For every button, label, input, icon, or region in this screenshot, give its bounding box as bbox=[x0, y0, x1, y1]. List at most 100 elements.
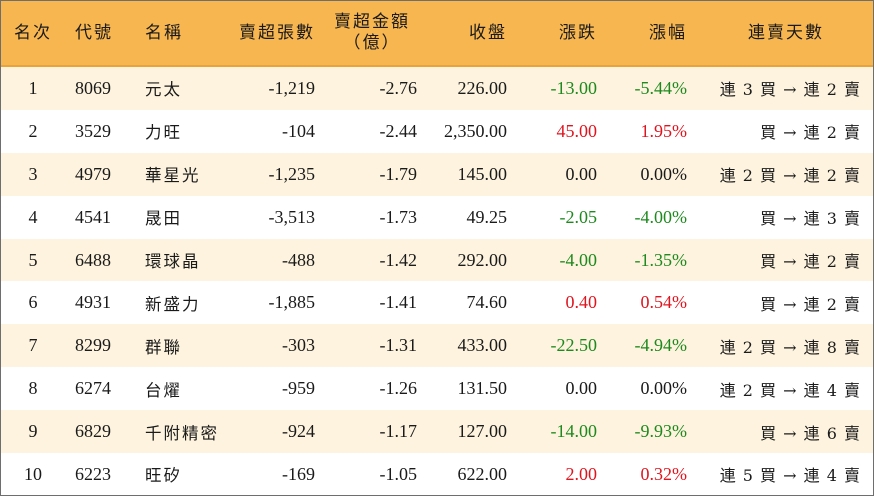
header-close: 收盤 bbox=[429, 1, 519, 66]
cell-close: 131.50 bbox=[457, 378, 508, 399]
header-rank: 名次 bbox=[1, 1, 65, 66]
header-code: 代號 bbox=[65, 1, 135, 66]
cell-streak: 買 → 連 2 賣 bbox=[760, 123, 861, 143]
cell-change-pct: -4.00% bbox=[634, 206, 688, 227]
cell-sell-amount: -1.31 bbox=[327, 324, 429, 368]
table-row: 7 8299 群聯 -303 -1.31 433.00 -22.50 -4.94% 連 2 買 … bbox=[1, 324, 873, 368]
cell-close: 74.60 bbox=[466, 292, 508, 313]
cell-sell-amount: -2.76 bbox=[327, 65, 429, 110]
header-sell-amount-line1: 賣超金額 bbox=[334, 12, 410, 32]
cell-change: -4.00 bbox=[519, 238, 609, 282]
cell-change: 0.00 bbox=[565, 378, 598, 399]
cell-streak: 連 2 買 → 連 4 賣 bbox=[719, 380, 861, 400]
cell-change: -14.00 bbox=[519, 410, 609, 454]
cell-streak: 連 5 買 → 連 4 賣 bbox=[719, 466, 861, 486]
cell-sell-amount: -1.73 bbox=[379, 206, 418, 227]
cell-sell-lots: -1,885 bbox=[268, 292, 316, 313]
cell-close: 145.00 bbox=[429, 152, 519, 196]
cell-change-pct: 0.00% bbox=[640, 378, 688, 399]
cell-close: 127.00 bbox=[429, 410, 519, 454]
cell-close: 226.00 bbox=[429, 65, 519, 110]
cell-sell-lots: -959 bbox=[282, 378, 315, 399]
table-row: 1 8069 元太 -1,219 -2.76 226.00 -13.00 -5.44% 連 3 … bbox=[1, 65, 873, 110]
cell-rank: 9 bbox=[1, 410, 65, 454]
table-row: 2 3529 力旺 -104 -2.44 2,350.00 45.00 1.95% 買 → 連 … bbox=[1, 110, 873, 153]
cell-name: 環球晶 bbox=[135, 238, 235, 282]
cell-change-pct: 0.54% bbox=[640, 292, 688, 313]
cell-sell-lots: -3,513 bbox=[268, 206, 316, 227]
cell-streak: 買 → 連 2 賣 bbox=[760, 294, 861, 314]
cell-change-pct: -9.93% bbox=[609, 410, 699, 454]
cell-code: 8299 bbox=[65, 324, 135, 368]
cell-sell-amount: -1.05 bbox=[379, 463, 418, 484]
cell-change: -13.00 bbox=[519, 65, 609, 110]
cell-rank: 6 bbox=[28, 292, 38, 313]
cell-sell-amount: -1.17 bbox=[327, 410, 429, 454]
cell-change: 0.40 bbox=[565, 292, 598, 313]
table-header: 名次 代號 名稱 賣超張數 賣超金額 （億） 收盤 漲跌 漲幅 連賣天數 bbox=[1, 1, 873, 66]
cell-code: 6829 bbox=[65, 410, 135, 454]
cell-code: 6488 bbox=[65, 238, 135, 282]
cell-sell-amount: -1.26 bbox=[379, 378, 418, 399]
cell-code: 6223 bbox=[75, 463, 111, 484]
cell-name: 華星光 bbox=[135, 152, 235, 196]
cell-change: 45.00 bbox=[556, 120, 598, 141]
cell-change: 2.00 bbox=[565, 463, 598, 484]
cell-sell-lots: -488 bbox=[235, 238, 327, 282]
cell-sell-amount: -1.41 bbox=[379, 292, 418, 313]
cell-sell-amount: -2.44 bbox=[379, 120, 418, 141]
cell-sell-amount: -1.42 bbox=[327, 238, 429, 282]
cell-sell-lots: -303 bbox=[235, 324, 327, 368]
header-row: 名次 代號 名稱 賣超張數 賣超金額 （億） 收盤 漲跌 漲幅 連賣天數 bbox=[1, 1, 873, 66]
cell-streak: 買 → 連 3 賣 bbox=[760, 209, 861, 229]
cell-name: 晟田 bbox=[145, 209, 182, 229]
cell-code: 6274 bbox=[75, 378, 111, 399]
cell-change: -2.05 bbox=[559, 206, 598, 227]
cell-change-pct: -4.94% bbox=[609, 324, 699, 368]
cell-streak: 買 → 連 6 賣 bbox=[699, 410, 873, 454]
cell-sell-lots: -1,235 bbox=[235, 152, 327, 196]
table-row: 3 4979 華星光 -1,235 -1.79 145.00 0.00 0.00% 連 2 買 … bbox=[1, 152, 873, 196]
table-row: 5 6488 環球晶 -488 -1.42 292.00 -4.00 -1.35% 買 → 連 … bbox=[1, 238, 873, 282]
table-row: 6 4931 新盛力 -1,885 -1.41 74.60 0.40 0.54% 買 → 連 2… bbox=[1, 281, 873, 324]
cell-streak: 買 → 連 2 賣 bbox=[699, 238, 873, 282]
header-sell-lots: 賣超張數 bbox=[235, 1, 327, 66]
cell-sell-amount: -1.79 bbox=[327, 152, 429, 196]
cell-sell-lots: -1,219 bbox=[235, 65, 327, 110]
header-change-pct: 漲幅 bbox=[609, 1, 699, 66]
cell-change-pct: -5.44% bbox=[609, 65, 699, 110]
cell-name: 力旺 bbox=[145, 123, 182, 143]
table-row: 10 6223 旺矽 -169 -1.05 622.00 2.00 0.32% 連 5 買 → … bbox=[1, 453, 873, 495]
cell-change: -22.50 bbox=[519, 324, 609, 368]
table-body: 1 8069 元太 -1,219 -2.76 226.00 -13.00 -5.44% 連 3 … bbox=[1, 65, 873, 495]
cell-close: 292.00 bbox=[429, 238, 519, 282]
cell-name: 元太 bbox=[135, 65, 235, 110]
cell-code: 4541 bbox=[75, 206, 111, 227]
cell-name: 千附精密 bbox=[135, 410, 235, 454]
cell-name: 台燿 bbox=[145, 380, 182, 400]
table-row: 8 6274 台燿 -959 -1.26 131.50 0.00 0.00% 連 2 買 → 連… bbox=[1, 367, 873, 410]
cell-rank: 4 bbox=[28, 206, 38, 227]
cell-change-pct: -1.35% bbox=[609, 238, 699, 282]
cell-rank: 5 bbox=[1, 238, 65, 282]
cell-change: 0.00 bbox=[519, 152, 609, 196]
cell-code: 4979 bbox=[65, 152, 135, 196]
cell-rank: 7 bbox=[1, 324, 65, 368]
cell-change-pct: 1.95% bbox=[640, 120, 688, 141]
cell-sell-lots: -169 bbox=[282, 463, 315, 484]
cell-rank: 3 bbox=[1, 152, 65, 196]
cell-close: 49.25 bbox=[466, 206, 508, 227]
cell-close: 2,350.00 bbox=[444, 120, 507, 141]
cell-code: 3529 bbox=[75, 120, 111, 141]
cell-streak: 連 2 買 → 連 2 賣 bbox=[699, 152, 873, 196]
header-sell-amount: 賣超金額 （億） bbox=[327, 1, 429, 66]
cell-streak: 連 2 買 → 連 8 賣 bbox=[699, 324, 873, 368]
cell-change-pct: 0.32% bbox=[640, 463, 688, 484]
header-change: 漲跌 bbox=[519, 1, 609, 66]
cell-sell-lots: -924 bbox=[235, 410, 327, 454]
header-sell-amount-unit: （億） bbox=[343, 33, 401, 53]
cell-rank: 2 bbox=[28, 120, 38, 141]
cell-close: 433.00 bbox=[429, 324, 519, 368]
